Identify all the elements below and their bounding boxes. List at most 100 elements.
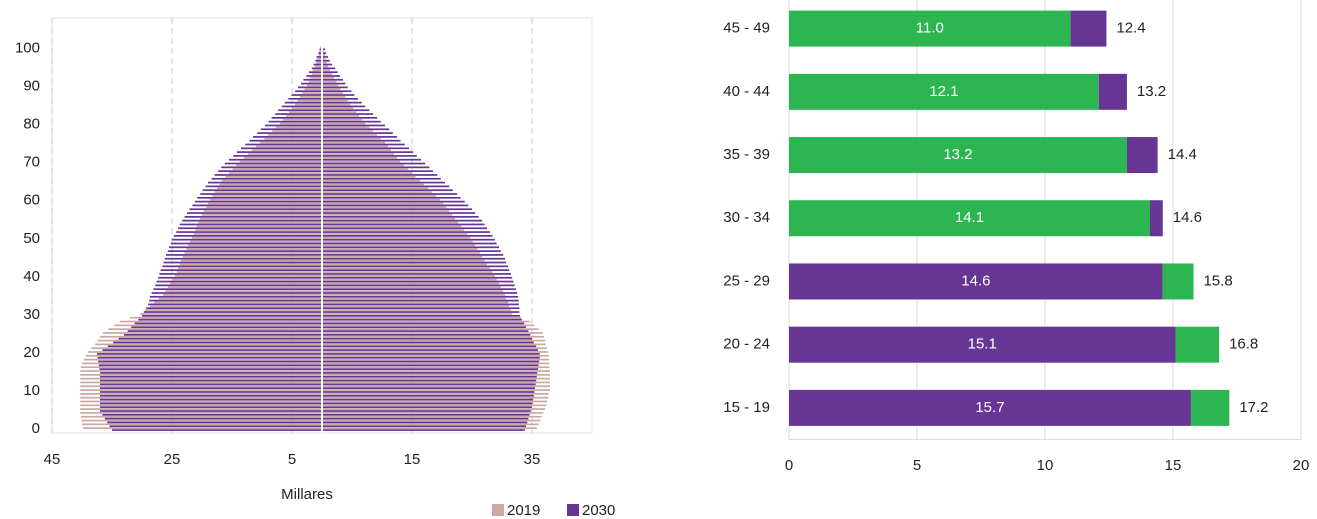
- bar: [322, 236, 471, 239]
- bar: [322, 149, 391, 152]
- bar: [322, 307, 520, 310]
- bar: [146, 307, 322, 310]
- bar: [322, 229, 465, 232]
- bar: [194, 200, 322, 203]
- bar: [253, 136, 322, 138]
- bar: [322, 322, 525, 325]
- bar: [322, 196, 461, 199]
- bar: [182, 219, 322, 222]
- bar: [167, 286, 322, 289]
- x-tick-label: 20: [1293, 457, 1310, 474]
- bar: [322, 337, 532, 340]
- bar: [322, 353, 540, 355]
- bar: [80, 385, 322, 388]
- bar: [193, 233, 322, 235]
- bar: [289, 111, 322, 113]
- bar: [245, 143, 322, 146]
- bar: [322, 155, 417, 157]
- y-tick-label: 20 - 24: [723, 336, 770, 353]
- bar: [100, 410, 322, 412]
- bar: [80, 400, 322, 403]
- bar: [241, 147, 322, 150]
- bar: [271, 116, 322, 119]
- value-label: 14.1: [955, 209, 984, 226]
- bar: [322, 71, 338, 74]
- bar: [134, 322, 322, 325]
- bar: [322, 259, 485, 262]
- bar: [236, 151, 322, 153]
- bar: [322, 255, 483, 258]
- bar: [224, 162, 322, 165]
- bar: [310, 77, 322, 79]
- bar: [322, 250, 501, 252]
- bar: [191, 236, 322, 239]
- x-axis-title: Millares: [281, 486, 333, 503]
- bar: [322, 195, 436, 197]
- bar: [114, 324, 323, 327]
- bar: [104, 417, 322, 420]
- bar: [184, 215, 322, 218]
- bar: [322, 273, 511, 275]
- bar: [166, 254, 322, 256]
- bar: [142, 314, 322, 317]
- bar: [322, 252, 480, 254]
- bar: [322, 59, 330, 62]
- bar: [284, 101, 322, 104]
- bar: [322, 282, 499, 285]
- bar: [119, 320, 322, 323]
- bar: [322, 413, 530, 416]
- bar: [149, 295, 322, 298]
- bar: [156, 280, 322, 283]
- bar: [80, 389, 322, 391]
- bar: [322, 379, 537, 382]
- bar: [260, 141, 322, 144]
- bar: [192, 204, 322, 207]
- bar: [100, 398, 322, 401]
- bar: [257, 132, 322, 134]
- bar: [100, 394, 322, 397]
- bar: [208, 181, 322, 184]
- legend-swatch: [492, 504, 504, 516]
- bar: [322, 320, 531, 323]
- total-label: 15.8: [1203, 272, 1232, 289]
- bar: [322, 84, 339, 87]
- bar: [108, 328, 323, 331]
- value-label: 14.6: [961, 272, 990, 289]
- legend-label: 2019: [507, 502, 540, 519]
- bar: [322, 269, 510, 271]
- bar: [202, 214, 322, 216]
- x-tick-label: 35: [524, 451, 541, 468]
- bar: [80, 404, 322, 407]
- bar: [182, 255, 322, 258]
- bar: [322, 381, 550, 384]
- bar: [281, 105, 322, 108]
- bar: [322, 391, 535, 393]
- bar: [322, 120, 381, 123]
- bar: [322, 147, 409, 150]
- bar: [322, 254, 504, 256]
- bar: [233, 155, 322, 157]
- bar: [322, 313, 513, 315]
- bar: [322, 139, 401, 142]
- bar: [322, 176, 416, 178]
- bar: [307, 84, 322, 87]
- bar: [148, 303, 322, 306]
- bar: [322, 248, 478, 251]
- bar: [322, 341, 534, 344]
- bar: [318, 54, 322, 56]
- bar: [322, 309, 511, 311]
- bar: [322, 425, 526, 428]
- bar: [322, 202, 444, 205]
- bar: [100, 379, 322, 382]
- bar: [107, 345, 322, 348]
- bar: [189, 208, 322, 211]
- bar: [100, 383, 322, 386]
- bar: [100, 375, 322, 378]
- bar: [322, 415, 542, 418]
- bar-segment: [1162, 263, 1194, 300]
- bar: [322, 233, 468, 235]
- bar: [322, 107, 354, 110]
- bar: [322, 179, 420, 182]
- bar: [322, 311, 520, 313]
- bar: [311, 67, 322, 70]
